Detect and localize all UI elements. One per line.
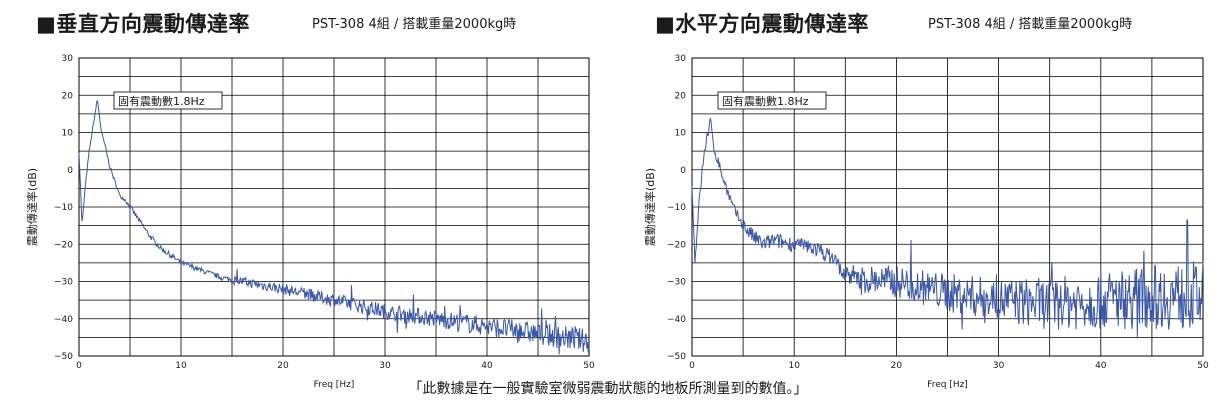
y-tick-label: −20	[667, 240, 686, 250]
y-tick-label: 10	[675, 129, 687, 139]
y-tick-label: 10	[62, 129, 74, 139]
chart-subtitle-vertical: PST-308 4組 / 搭載重量2000kg時	[312, 17, 517, 32]
y-tick-label: −10	[54, 203, 73, 213]
chart-title-horizontal: ■水平方向震動傳達率	[655, 12, 869, 36]
y-tick-label: 30	[62, 54, 74, 64]
x-axis-label: Freq [Hz]	[314, 380, 355, 390]
vertical-transmissibility-chart: 0 10 20 30 40 50 −50 −40 −30 −20 −10 0 10 20 30 Freq [H…	[25, 54, 595, 390]
y-tick-label: −20	[54, 240, 73, 250]
x-tick-label: 50	[583, 361, 595, 371]
y-tick-label: 0	[67, 166, 73, 176]
x-tick-label: 20	[277, 361, 289, 371]
y-tick-label: −50	[54, 352, 73, 362]
x-tick-label: 30	[993, 361, 1005, 371]
chart-title-vertical: ■垂直方向震動傳達率	[36, 12, 250, 36]
y-tick-label: 30	[675, 54, 687, 64]
x-tick-label: 50	[1197, 361, 1209, 371]
y-tick-label: −40	[54, 315, 73, 325]
x-tick-label: 0	[689, 361, 695, 371]
x-tick-label: 0	[76, 361, 82, 371]
annotation-box	[113, 91, 223, 110]
y-tick-label: 20	[675, 91, 687, 101]
natural-frequency-annotation: 固有震動數1.8Hz	[717, 91, 827, 110]
x-tick-label: 20	[891, 361, 903, 371]
y-tick-label: −50	[667, 352, 686, 362]
measurement-footnote: 「此數據是在一般實驗室微弱震動狀態的地板所測量到的數值。」	[408, 381, 808, 397]
x-tick-label: 40	[1095, 361, 1107, 371]
x-tick-label: 10	[175, 361, 187, 371]
y-axis-label: 震動傳達率(dB)	[643, 168, 657, 246]
x-tick-label: 40	[481, 361, 493, 371]
annotation-text: 固有震動數1.8Hz	[722, 94, 809, 108]
y-tick-label: −30	[667, 278, 686, 288]
y-tick-label: 20	[62, 91, 74, 101]
y-axis-label: 震動傳達率(dB)	[25, 168, 39, 246]
annotation-box	[717, 91, 827, 110]
series-line	[78, 100, 590, 355]
natural-frequency-annotation: 固有震動數1.8Hz	[113, 91, 223, 110]
series-line	[691, 117, 1204, 339]
y-tick-label: −10	[667, 203, 686, 213]
annotation-text: 固有震動數1.8Hz	[118, 94, 205, 108]
x-axis-label: Freq [Hz]	[927, 380, 968, 390]
x-tick-label: 10	[788, 361, 800, 371]
y-tick-label: 0	[680, 166, 686, 176]
y-tick-label: −40	[667, 315, 686, 325]
x-tick-label: 30	[379, 361, 391, 371]
chart-subtitle-horizontal: PST-308 4組 / 搭載重量2000kg時	[928, 17, 1133, 32]
y-tick-label: −30	[54, 278, 73, 288]
